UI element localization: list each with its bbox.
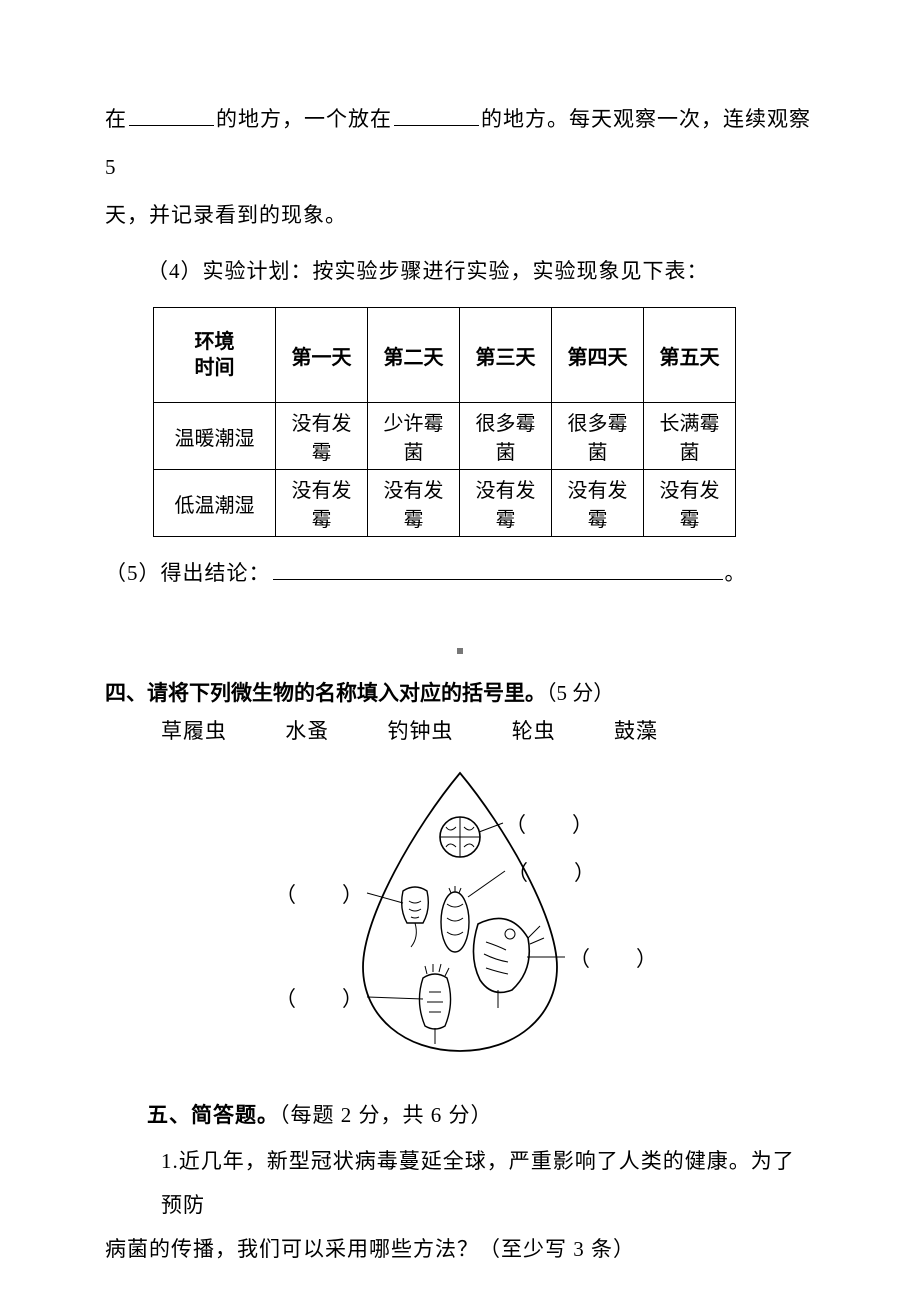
header-env: 环境	[158, 329, 271, 355]
step5-line: （5）得出结论： 。	[105, 549, 815, 597]
intro-line-1: 在的地方，一个放在的地方。每天观察一次，连续观察 5	[105, 95, 815, 191]
experiment-table: 环境 时间 第一天 第二天 第三天 第四天 第五天 温暖潮湿 没有发霉 少许霉菌…	[153, 307, 736, 537]
paren-4[interactable]: （）	[569, 943, 657, 973]
row2-c5: 没有发霉	[644, 470, 736, 537]
option-2: 水蚤	[285, 719, 329, 743]
intro-text-1a: 在	[105, 107, 127, 131]
row2-c4: 没有发霉	[552, 470, 644, 537]
paren-3[interactable]: （）	[275, 879, 363, 909]
section4-title: 四、请将下列微生物的名称填入对应的括号里。	[105, 681, 546, 705]
section5-q1-line2: 病菌的传播，我们可以采用哪些方法？（至少写 3 条）	[105, 1227, 815, 1271]
spacer	[105, 597, 815, 667]
option-1: 草履虫	[161, 719, 227, 743]
step5-lead: （5）得出结论：	[105, 561, 271, 585]
table-header-row: 环境 时间 第一天 第二天 第三天 第四天 第五天	[154, 308, 736, 403]
row1-env: 温暖潮湿	[154, 403, 276, 470]
blank-1[interactable]	[129, 105, 214, 126]
row2-c1: 没有发霉	[276, 470, 368, 537]
row2-env: 低温潮湿	[154, 470, 276, 537]
microorganism-figure: （） （） （） （） （）	[245, 767, 675, 1077]
section5-heading-line: 五、简答题。（每题 2 分，共 6 分）	[105, 1091, 815, 1139]
header-day-2: 第二天	[368, 308, 460, 403]
step5-end: 。	[725, 561, 747, 585]
option-5: 鼓藻	[614, 719, 658, 743]
header-day-1: 第一天	[276, 308, 368, 403]
header-env-time: 环境 时间	[154, 308, 276, 403]
section4-options: 草履虫 水蚤 钓钟虫 轮虫 鼓藻	[105, 713, 815, 749]
row1-c3: 很多霉菌	[460, 403, 552, 470]
option-3: 钓钟虫	[388, 719, 454, 743]
option-4: 轮虫	[512, 719, 556, 743]
header-day-4: 第四天	[552, 308, 644, 403]
blank-conclusion[interactable]	[273, 559, 723, 580]
header-day-5: 第五天	[644, 308, 736, 403]
step4-text: （4）实验计划：按实验步骤进行实验，实验现象见下表：	[105, 247, 815, 295]
intro-line-2: 天，并记录看到的现象。	[105, 191, 815, 239]
section5-q1-line1: 1.近几年，新型冠状病毒蔓延全球，严重影响了人类的健康。为了预防	[105, 1139, 815, 1227]
row1-c5: 长满霉菌	[644, 403, 736, 470]
section5-score: （每题 2 分，共 6 分）	[279, 1103, 493, 1127]
intro-text-1b: 的地方，一个放在	[216, 107, 392, 131]
row1-c1: 没有发霉	[276, 403, 368, 470]
center-marker	[457, 648, 463, 654]
table-row: 温暖潮湿 没有发霉 少许霉菌 很多霉菌 很多霉菌 长满霉菌	[154, 403, 736, 470]
paren-1[interactable]: （）	[505, 809, 593, 839]
header-time: 时间	[158, 355, 271, 381]
header-day-3: 第三天	[460, 308, 552, 403]
row2-c2: 没有发霉	[368, 470, 460, 537]
table-row: 低温潮湿 没有发霉 没有发霉 没有发霉 没有发霉 没有发霉	[154, 470, 736, 537]
row1-c2: 少许霉菌	[368, 403, 460, 470]
row1-c4: 很多霉菌	[552, 403, 644, 470]
blank-2[interactable]	[394, 105, 479, 126]
section4-score: （5 分）	[546, 681, 614, 705]
paren-2[interactable]: （）	[507, 857, 595, 887]
section4-heading: 四、请将下列微生物的名称填入对应的括号里。（5 分）	[105, 673, 815, 713]
row2-c3: 没有发霉	[460, 470, 552, 537]
section5-title: 五、简答题。	[147, 1103, 279, 1127]
paren-5[interactable]: （）	[275, 983, 363, 1013]
